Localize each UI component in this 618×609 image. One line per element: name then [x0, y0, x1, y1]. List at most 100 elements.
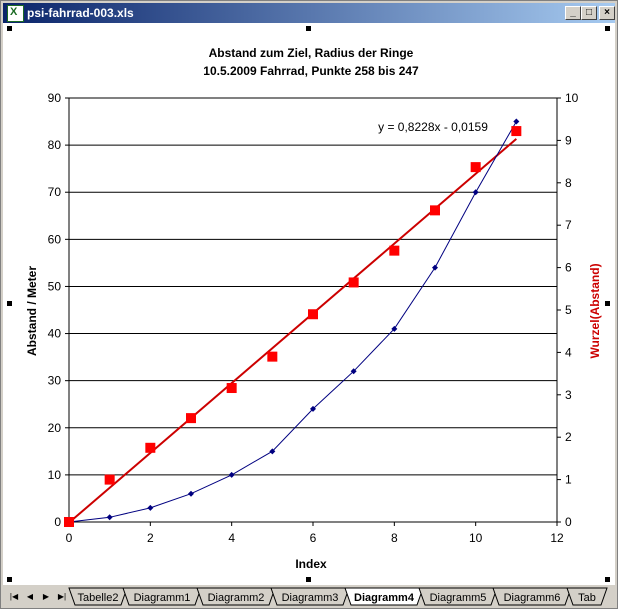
selection-handles[interactable] [7, 26, 610, 582]
y-tick-label: 70 [48, 185, 62, 199]
data-point-wurzel[interactable] [186, 413, 196, 424]
data-point-abstand[interactable] [350, 368, 357, 375]
y-tick-label: 20 [48, 421, 62, 435]
sheet-tab-shape[interactable] [344, 587, 424, 606]
data-point-abstand[interactable] [513, 118, 520, 125]
data-point-wurzel[interactable] [470, 162, 481, 173]
sheet-tab-bar: |◀ ◀ ▶ ▶| Tabelle2 Diagramm1 Diagramm2 Diag… [3, 587, 615, 607]
sheet-tab-tab[interactable]: Tab [566, 587, 608, 606]
x-tick-label: 8 [391, 531, 398, 545]
y-tick-label: 90 [48, 91, 62, 105]
handle-top-left[interactable] [7, 26, 12, 31]
prev-sheet-icon[interactable]: ◀ [26, 592, 34, 601]
trendline-equation: y = 0,8228x - 0,0159 [378, 120, 488, 134]
data-point-wurzel[interactable] [267, 351, 278, 362]
sheet-tab-shape[interactable] [418, 587, 498, 606]
sheet-tab-diagramm1[interactable]: Diagramm1 [122, 587, 202, 606]
data-point-abstand[interactable] [147, 504, 154, 511]
sheet-tab-diagramm2[interactable]: Diagramm2 [196, 587, 276, 606]
sheet-tab-label[interactable]: Diagramm1 [134, 592, 191, 604]
last-sheet-icon[interactable]: ▶| [57, 592, 67, 601]
handle-top-center[interactable] [306, 26, 311, 31]
chart-area[interactable]: Abstand zum Ziel, Radius der Ringe 10.5.… [3, 23, 615, 585]
sheet-tab-tabelle2[interactable]: Tabelle2 [68, 587, 128, 606]
sheet-tab-label[interactable]: Diagramm6 [504, 592, 561, 604]
series-line-abstand[interactable] [68, 121, 517, 523]
sheet-tab-shape[interactable] [270, 587, 350, 606]
y2-tick-label: 6 [565, 261, 572, 275]
sheet-tab-label[interactable]: Diagramm5 [430, 592, 487, 604]
sheet-tab-label[interactable]: Diagramm2 [208, 592, 265, 604]
chart-title: Abstand zum Ziel, Radius der Ringe [209, 46, 414, 60]
close-button[interactable]: × [599, 6, 615, 20]
data-point-wurzel[interactable] [145, 442, 156, 453]
chart-subtitle: 10.5.2009 Fahrrad, Punkte 258 bis 247 [203, 64, 419, 78]
data-point-abstand[interactable] [269, 448, 276, 455]
title-bar[interactable]: psi-fahrrad-003.xls _ □ × [3, 3, 615, 23]
excel-icon[interactable] [7, 5, 24, 22]
sheet-tab-diagramm3[interactable]: Diagramm3 [270, 587, 350, 606]
data-point-abstand[interactable] [188, 490, 194, 497]
x-tick-label: 10 [469, 531, 483, 545]
x-axis-label: Index [295, 557, 327, 571]
sheet-tab-label[interactable]: Diagramm3 [282, 592, 339, 604]
data-point-abstand[interactable] [432, 264, 438, 271]
data-point-abstand[interactable] [106, 514, 113, 521]
y2-tick-label: 7 [565, 218, 572, 232]
y-axis-label: Abstand / Meter [25, 266, 39, 356]
data-point-wurzel[interactable] [348, 277, 359, 288]
sheet-tab-shape[interactable] [196, 587, 276, 606]
data-point-abstand[interactable] [228, 471, 235, 478]
sheet-tab-shape[interactable] [566, 587, 608, 606]
data-point-wurzel[interactable] [64, 517, 74, 527]
x-tick-label: 12 [550, 531, 564, 545]
x-tick-label: 2 [147, 531, 154, 545]
y-tick-label: 80 [48, 138, 62, 152]
data-point-abstand[interactable] [472, 189, 479, 196]
y2-tick-label: 0 [565, 515, 572, 529]
sheet-tab-label[interactable]: Tab [578, 592, 596, 604]
maximize-button[interactable]: □ [581, 6, 597, 20]
y2-tick-label: 1 [565, 473, 572, 487]
y2-tick-label: 3 [565, 388, 572, 402]
data-point-abstand[interactable] [391, 325, 398, 332]
data-point-wurzel[interactable] [511, 126, 522, 137]
y2-axis-label: Wurzel(Abstand) [588, 263, 602, 358]
data-point-wurzel[interactable] [226, 383, 237, 394]
handle-bottom-left[interactable] [7, 577, 12, 582]
window-title: psi-fahrrad-003.xls [27, 6, 134, 20]
handle-bottom-right[interactable] [605, 577, 610, 582]
sheet-tab-diagramm6[interactable]: Diagramm6 [492, 587, 572, 606]
sheet-tab-diagramm5[interactable]: Diagramm5 [418, 587, 498, 606]
x-tick-label: 4 [228, 531, 235, 545]
handle-bottom-center[interactable] [306, 577, 311, 582]
sheet-tab-label[interactable]: Diagramm4 [354, 592, 415, 604]
sheet-tab-shape[interactable] [122, 587, 202, 606]
data-point-wurzel[interactable] [430, 205, 440, 216]
y2-tick-label: 10 [565, 91, 579, 105]
y2-tick-label: 4 [565, 345, 572, 359]
handle-middle-right[interactable] [605, 301, 610, 306]
y2-tick-label: 2 [565, 430, 572, 444]
sheet-tabs: Tabelle2 Diagramm1 Diagramm2 Diagramm3 Diagr… [68, 587, 608, 606]
x-tick-label: 0 [66, 531, 73, 545]
first-sheet-icon[interactable]: |◀ [9, 592, 19, 601]
sheet-tab-label[interactable]: Tabelle2 [78, 592, 119, 604]
data-point-wurzel[interactable] [308, 309, 318, 320]
y2-tick-label: 8 [565, 176, 572, 190]
handle-top-right[interactable] [605, 26, 610, 31]
data-point-abstand[interactable] [310, 405, 316, 412]
minimize-button[interactable]: _ [565, 6, 581, 20]
sheet-tab-shape[interactable] [68, 587, 128, 606]
y-tick-label: 50 [48, 279, 62, 293]
data-point-wurzel[interactable] [104, 474, 115, 485]
handle-middle-left[interactable] [7, 301, 12, 306]
data-point-wurzel[interactable] [389, 245, 400, 256]
sheet-tab-shape[interactable] [492, 587, 572, 606]
sheet-tab-diagramm4[interactable]: Diagramm4 [344, 587, 424, 606]
next-sheet-icon[interactable]: ▶ [42, 592, 50, 601]
trendline[interactable] [68, 138, 517, 524]
y-tick-label: 0 [54, 515, 61, 529]
